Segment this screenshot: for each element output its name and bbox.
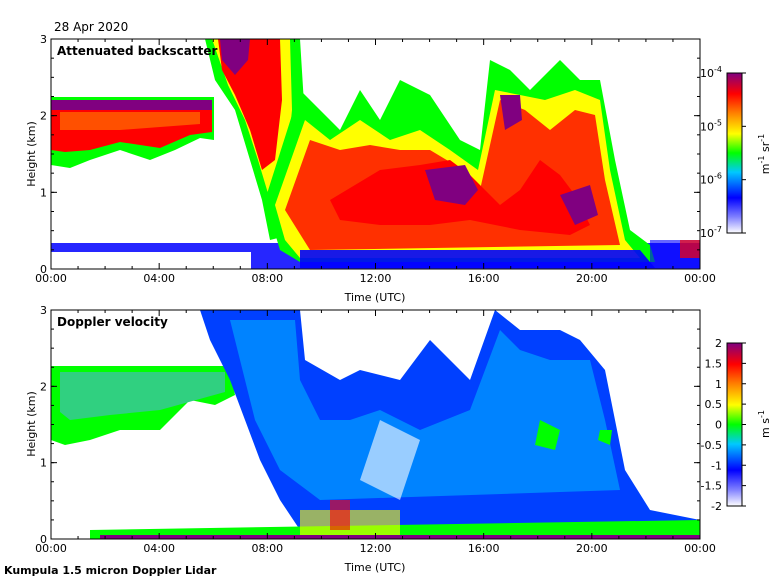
backscatter-colorbar-ticks: 10-7 10-6 10-5 10-4: [700, 65, 746, 240]
colorbar-tick-label: 0.5: [705, 398, 723, 411]
x-tick-label: 04:00: [143, 272, 175, 285]
colorbar-tick-label: 10-4: [700, 65, 722, 80]
x-tick-label: 16:00: [468, 542, 500, 555]
backscatter-colorbar: [726, 72, 743, 234]
x-tick-label: 12:00: [360, 272, 392, 285]
x-tick-label: 04:00: [143, 542, 175, 555]
y-tick-label: 3: [40, 304, 47, 317]
colorbar-tick-label: 2: [715, 337, 722, 350]
y-tick-label: 3: [40, 33, 47, 46]
colorbar-tick-label: 1: [715, 378, 722, 391]
backscatter-y-axis-label: Height (km): [25, 121, 38, 187]
x-tick-label: 20:00: [576, 542, 608, 555]
x-tick-label: 20:00: [576, 272, 608, 285]
backscatter-y-ticks: 0 1 2 3: [40, 33, 700, 276]
x-tick-label: 08:00: [251, 272, 283, 285]
doppler-x-ticks: 00:00 04:00 08:00 12:00 16:00 20:00 00:00: [35, 310, 716, 555]
y-tick-label: 1: [40, 457, 47, 470]
x-tick-label: 00:00: [35, 542, 67, 555]
colorbar-tick-label: -1.5: [701, 480, 722, 493]
y-tick-label: 0: [40, 263, 47, 276]
colorbar-tick-label: 10-5: [700, 118, 722, 133]
x-tick-label: 12:00: [360, 542, 392, 555]
x-tick-label: 00:00: [684, 272, 716, 285]
backscatter-title: Attenuated backscatter: [57, 44, 217, 58]
doppler-heatmap: [51, 310, 700, 539]
doppler-colorbar-unit: m s-1: [757, 410, 772, 438]
x-tick-label: 08:00: [251, 542, 283, 555]
y-tick-label: 0: [40, 533, 47, 546]
y-tick-label: 2: [40, 380, 47, 393]
colorbar-tick-label: -0.5: [701, 439, 722, 452]
colorbar-tick-label: -2: [711, 500, 722, 513]
y-tick-label: 2: [40, 110, 47, 123]
doppler-y-ticks: 0 1 2 3: [40, 304, 700, 546]
doppler-colorbar: [726, 342, 743, 507]
x-tick-label: 00:00: [684, 542, 716, 555]
colorbar-tick-label: 10-6: [700, 172, 722, 187]
doppler-panel: Doppler velocity 00:00 04:00 08:00 12:00 16:…: [25, 304, 772, 574]
colorbar-tick-label: 1.5: [705, 357, 723, 370]
doppler-colorbar-ticks: 2 1.5 1 0.5 0 -0.5 -1 -1.5 -2: [701, 337, 746, 513]
backscatter-colorbar-unit: m-1 sr-1: [757, 134, 772, 174]
instrument-label: Kumpula 1.5 micron Doppler Lidar: [4, 564, 217, 577]
colorbar-tick-label: 0: [715, 419, 722, 432]
colorbar-tick-label: -1: [711, 459, 722, 472]
backscatter-heatmap: [51, 39, 700, 269]
backscatter-x-ticks: 00:00 04:00 08:00 12:00 16:00 20:00 00:00: [35, 39, 716, 285]
doppler-x-axis-label: Time (UTC): [344, 561, 406, 574]
y-tick-label: 1: [40, 186, 47, 199]
backscatter-panel: Attenuated backscatter 00:00 04:00 08:00 12…: [25, 33, 772, 304]
backscatter-x-axis-label: Time (UTC): [344, 291, 406, 304]
x-tick-label: 16:00: [468, 272, 500, 285]
colorbar-tick-label: 10-7: [700, 225, 722, 240]
doppler-y-axis-label: Height (km): [25, 391, 38, 457]
date-label: 28 Apr 2020: [54, 20, 128, 34]
doppler-title: Doppler velocity: [57, 315, 168, 329]
x-tick-label: 00:00: [35, 272, 67, 285]
